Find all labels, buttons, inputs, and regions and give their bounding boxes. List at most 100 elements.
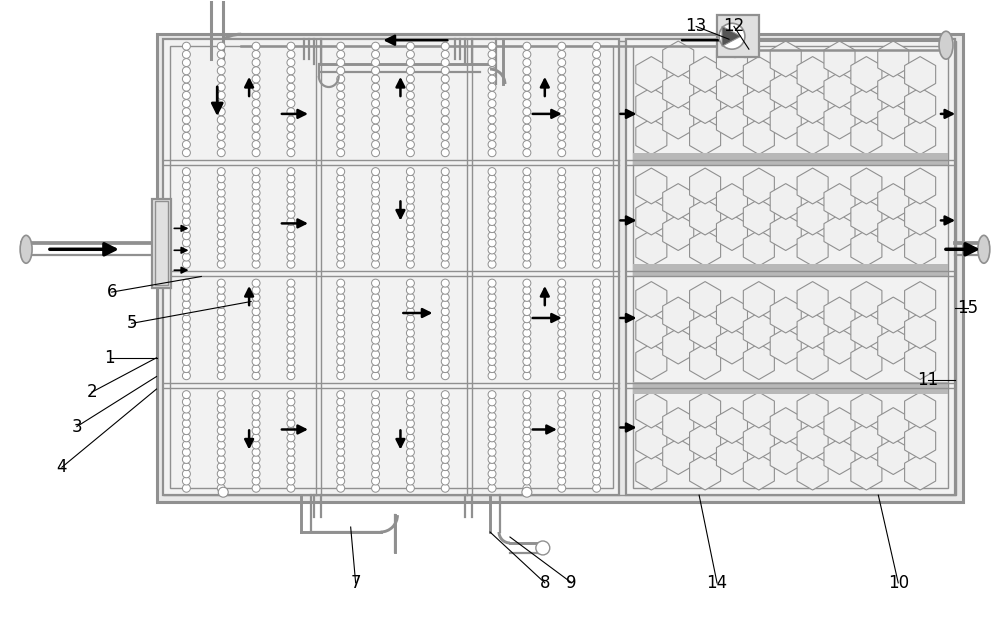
Polygon shape bbox=[690, 281, 721, 317]
Text: 14: 14 bbox=[706, 574, 728, 592]
Polygon shape bbox=[690, 199, 721, 235]
Circle shape bbox=[488, 67, 496, 75]
Circle shape bbox=[406, 391, 414, 399]
Circle shape bbox=[182, 196, 190, 204]
Circle shape bbox=[252, 426, 260, 435]
Circle shape bbox=[523, 350, 531, 359]
Circle shape bbox=[523, 308, 531, 316]
Circle shape bbox=[182, 83, 190, 91]
Circle shape bbox=[593, 344, 601, 351]
Circle shape bbox=[182, 149, 190, 157]
Circle shape bbox=[372, 67, 380, 75]
Circle shape bbox=[337, 50, 345, 58]
Circle shape bbox=[523, 225, 531, 232]
Circle shape bbox=[372, 286, 380, 295]
Circle shape bbox=[337, 336, 345, 344]
Circle shape bbox=[252, 344, 260, 351]
Circle shape bbox=[252, 434, 260, 442]
Circle shape bbox=[287, 253, 295, 261]
Circle shape bbox=[593, 116, 601, 124]
Polygon shape bbox=[716, 103, 747, 139]
Circle shape bbox=[372, 149, 380, 157]
Circle shape bbox=[372, 455, 380, 463]
Circle shape bbox=[523, 448, 531, 456]
Circle shape bbox=[441, 196, 449, 204]
Circle shape bbox=[252, 232, 260, 240]
Circle shape bbox=[372, 336, 380, 344]
Polygon shape bbox=[851, 454, 882, 490]
Circle shape bbox=[593, 301, 601, 308]
Circle shape bbox=[337, 405, 345, 413]
Polygon shape bbox=[743, 344, 774, 379]
Circle shape bbox=[593, 484, 601, 492]
Polygon shape bbox=[690, 168, 721, 204]
Polygon shape bbox=[716, 183, 747, 219]
Circle shape bbox=[441, 434, 449, 442]
Circle shape bbox=[441, 412, 449, 420]
Circle shape bbox=[523, 50, 531, 58]
Circle shape bbox=[182, 100, 190, 107]
Circle shape bbox=[337, 196, 345, 204]
Circle shape bbox=[488, 246, 496, 254]
Circle shape bbox=[372, 441, 380, 449]
Circle shape bbox=[488, 210, 496, 219]
Circle shape bbox=[523, 168, 531, 176]
Circle shape bbox=[593, 315, 601, 323]
Polygon shape bbox=[663, 328, 694, 364]
Circle shape bbox=[558, 448, 566, 456]
Circle shape bbox=[593, 239, 601, 247]
Circle shape bbox=[252, 463, 260, 470]
Circle shape bbox=[182, 182, 190, 190]
Circle shape bbox=[252, 168, 260, 176]
Circle shape bbox=[337, 441, 345, 449]
Circle shape bbox=[337, 67, 345, 75]
Circle shape bbox=[558, 83, 566, 91]
Circle shape bbox=[182, 124, 190, 132]
Circle shape bbox=[182, 426, 190, 435]
Circle shape bbox=[441, 308, 449, 316]
Circle shape bbox=[488, 420, 496, 428]
Polygon shape bbox=[716, 72, 747, 108]
Circle shape bbox=[217, 308, 225, 316]
Circle shape bbox=[488, 426, 496, 435]
Text: 5: 5 bbox=[126, 315, 137, 332]
Polygon shape bbox=[851, 281, 882, 317]
Circle shape bbox=[337, 210, 345, 219]
Circle shape bbox=[252, 42, 260, 50]
Circle shape bbox=[488, 42, 496, 50]
Polygon shape bbox=[690, 119, 721, 154]
Circle shape bbox=[182, 50, 190, 58]
Circle shape bbox=[593, 260, 601, 268]
Circle shape bbox=[182, 301, 190, 308]
Circle shape bbox=[252, 448, 260, 456]
Circle shape bbox=[287, 357, 295, 365]
Circle shape bbox=[523, 412, 531, 420]
Circle shape bbox=[287, 329, 295, 337]
Circle shape bbox=[287, 260, 295, 268]
Circle shape bbox=[372, 405, 380, 413]
Circle shape bbox=[287, 203, 295, 211]
Circle shape bbox=[182, 412, 190, 420]
Bar bbox=[626, 39, 955, 495]
Circle shape bbox=[287, 420, 295, 428]
Circle shape bbox=[217, 434, 225, 442]
Bar bbox=[717, 15, 759, 57]
Circle shape bbox=[252, 75, 260, 83]
Circle shape bbox=[406, 301, 414, 308]
Circle shape bbox=[217, 357, 225, 365]
Circle shape bbox=[441, 116, 449, 124]
Circle shape bbox=[406, 239, 414, 247]
Circle shape bbox=[182, 322, 190, 330]
Circle shape bbox=[406, 108, 414, 116]
Text: 1: 1 bbox=[104, 349, 115, 367]
Polygon shape bbox=[663, 183, 694, 219]
Circle shape bbox=[372, 141, 380, 148]
Circle shape bbox=[182, 434, 190, 442]
Circle shape bbox=[488, 116, 496, 124]
Polygon shape bbox=[878, 183, 909, 219]
Circle shape bbox=[217, 463, 225, 470]
Polygon shape bbox=[878, 408, 909, 443]
Polygon shape bbox=[878, 297, 909, 333]
Polygon shape bbox=[851, 313, 882, 349]
Circle shape bbox=[488, 189, 496, 197]
